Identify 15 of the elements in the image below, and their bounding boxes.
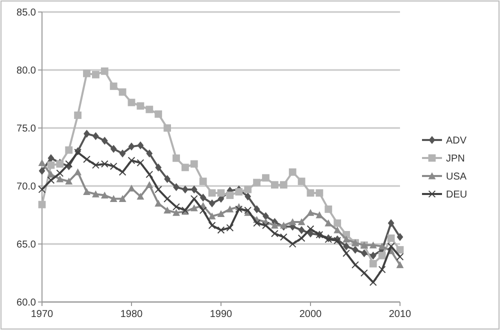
legend-label: DEU (446, 190, 468, 200)
y-tick-label: 85.0 (16, 8, 36, 18)
x-tick-label: 2000 (299, 309, 322, 320)
y-tick-label: 80.0 (16, 66, 36, 76)
x-tick-label: 1990 (210, 309, 233, 320)
y-tick-label: 60.0 (16, 298, 36, 308)
legend-label: USA (446, 172, 467, 182)
x-tick-label: 1970 (30, 309, 54, 320)
x-tick-label: 1980 (120, 309, 144, 320)
y-tick-label: 75.0 (16, 124, 36, 134)
y-tick-label: 65.0 (16, 240, 36, 250)
legend-label: JPN (446, 154, 465, 164)
x-tick-label: 2010 (388, 309, 412, 320)
y-tick-label: 70.0 (16, 182, 36, 192)
legend-label: ADV (446, 136, 467, 146)
